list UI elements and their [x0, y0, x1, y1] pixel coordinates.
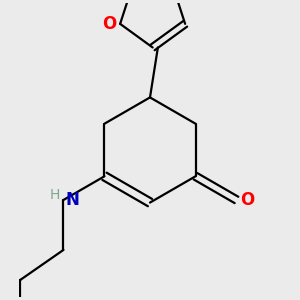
Text: N: N	[66, 191, 80, 209]
Text: H: H	[50, 188, 60, 202]
Text: O: O	[240, 191, 254, 209]
Text: O: O	[102, 15, 116, 33]
